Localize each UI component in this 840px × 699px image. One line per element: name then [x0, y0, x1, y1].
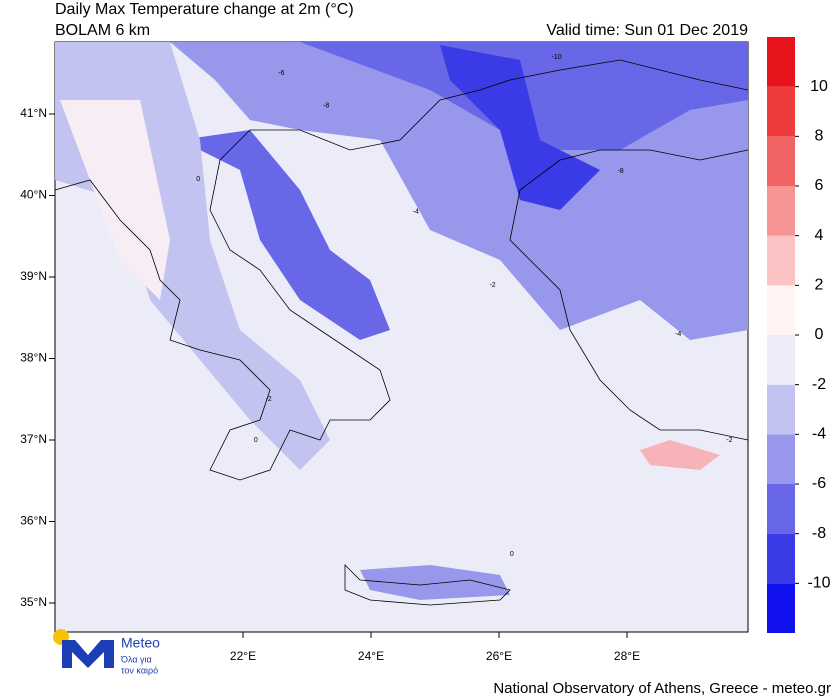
colorbar-label: -8 [812, 525, 826, 542]
colorbar-label: -2 [812, 376, 826, 393]
subtitle: BOLAM 6 km [55, 22, 150, 39]
logo-tagline: Όλα για [120, 654, 152, 664]
contour-label: 0 [510, 551, 514, 558]
lat-label: 37°N [20, 432, 47, 446]
contour-label: -2 [265, 396, 271, 403]
lon-label: 24°E [358, 649, 384, 663]
map: 0 -6 -8 -4 -2 -10 -8 -4 -2 0 0 -2 [54, 41, 749, 633]
colorbar-label: 8 [815, 128, 824, 145]
lat-label: 36°N [20, 514, 47, 528]
lat-label: 39°N [20, 269, 47, 283]
colorbar-bin [767, 186, 795, 236]
lat-label: 38°N [20, 351, 47, 365]
footer: National Observatory of Athens, Greece -… [493, 680, 831, 697]
lat-label: 35°N [20, 595, 47, 609]
lon-label: 22°E [230, 649, 256, 663]
valid-time: Valid time: Sun 01 Dec 2019 [546, 22, 748, 39]
colorbar-bin [767, 335, 795, 385]
logo-tagline: τον καιρό [121, 665, 158, 675]
colorbar-bin [767, 384, 795, 435]
lat-label: 41°N [20, 106, 47, 120]
colorbar-bin [767, 583, 795, 633]
coastline [54, 59, 749, 481]
lat-label: 40°N [20, 188, 47, 202]
lon-label: 26°E [486, 649, 512, 663]
lon-label: 28°E [614, 649, 640, 663]
colorbar-bin [767, 136, 795, 186]
contour-label: 0 [196, 176, 200, 183]
colorbar-bin [767, 285, 795, 335]
colorbar-label: -4 [812, 426, 826, 443]
title: Daily Max Temperature change at 2m (°C) [55, 1, 354, 18]
contour-label: -8 [323, 103, 329, 110]
colorbar-bin [767, 86, 795, 137]
colorbar-bin [767, 37, 795, 87]
logo: Meteo Όλα για τον καιρό [53, 629, 160, 675]
field [360, 565, 510, 600]
colorbar-bin [767, 533, 795, 584]
field [60, 100, 170, 300]
colorbar-label: -10 [807, 575, 830, 592]
colorbar: -10 -8 -6 -4 -2 0 2 4 6 8 10 [767, 37, 831, 633]
colorbar-label: 10 [810, 78, 828, 95]
contour-label: -2 [726, 437, 732, 444]
colorbar-label: 2 [815, 277, 824, 294]
contour-label: 0 [254, 437, 258, 444]
contour-label: -10 [552, 54, 562, 61]
colorbar-bin [767, 235, 795, 286]
contour-labels: 0 -6 -8 -4 -2 -10 -8 -4 -2 0 0 -2 [196, 54, 732, 558]
contour-label: -8 [617, 168, 623, 175]
logo-name: Meteo [121, 635, 160, 651]
field [440, 45, 600, 210]
colorbar-label: 4 [815, 227, 824, 244]
contour-label: -6 [278, 70, 284, 77]
logo-mark [62, 640, 114, 668]
contour-label: -4 [413, 209, 419, 216]
field [180, 130, 390, 340]
colorbar-bin [767, 434, 795, 484]
colorbar-label: 6 [815, 177, 824, 194]
colorbar-bin [767, 484, 795, 534]
field [640, 440, 720, 470]
contour-label: -4 [675, 331, 681, 338]
coastline [344, 564, 511, 606]
colorbar-label: 0 [815, 326, 824, 343]
colorbar-label: -6 [812, 475, 826, 492]
contour-label: -2 [489, 282, 495, 289]
